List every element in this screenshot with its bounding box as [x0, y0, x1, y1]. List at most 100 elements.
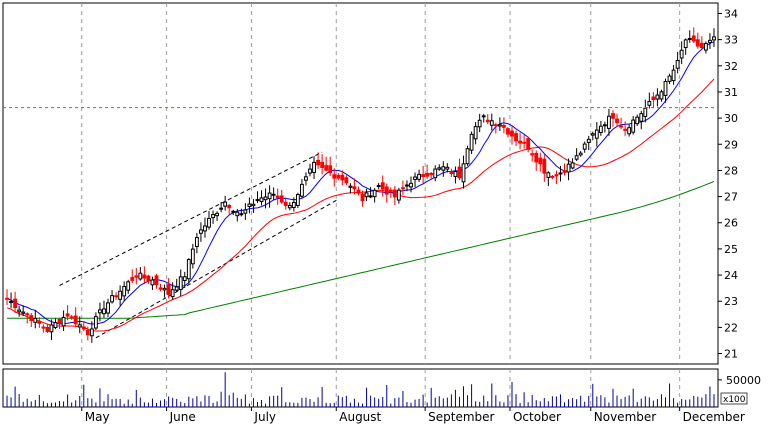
candle-body — [154, 275, 159, 286]
candle-body — [348, 185, 353, 188]
candle — [106, 298, 110, 318]
candle-body — [81, 326, 86, 330]
candle-body — [239, 213, 244, 216]
candle-body — [102, 308, 106, 315]
candle — [384, 183, 389, 203]
candle — [566, 158, 571, 181]
candle — [126, 279, 131, 294]
candle — [53, 318, 58, 330]
candle — [562, 163, 567, 176]
candle-body — [497, 124, 502, 127]
candle — [647, 92, 652, 109]
candle-body — [13, 298, 18, 309]
candle — [271, 187, 276, 201]
candle-body — [619, 125, 623, 128]
candle — [477, 113, 482, 133]
candle — [312, 156, 316, 179]
candle-body — [150, 279, 155, 286]
price-tick-label: 33 — [724, 34, 738, 47]
candle-body — [425, 172, 430, 177]
candle-body — [275, 195, 280, 199]
candle-body — [207, 217, 211, 228]
candle — [578, 151, 583, 157]
candle-body — [392, 189, 397, 198]
candle-body — [566, 163, 571, 173]
candle-body — [138, 272, 143, 280]
volume-bars — [6, 372, 715, 407]
candle — [41, 324, 46, 333]
month-label-december: December — [683, 410, 745, 424]
candle-body — [489, 120, 494, 126]
candle-body — [659, 91, 664, 100]
candle — [81, 321, 86, 332]
candle-body — [473, 126, 478, 140]
candle-body — [352, 186, 357, 190]
price-tick-label: 34 — [724, 7, 738, 20]
candle — [574, 148, 579, 162]
candle-body — [602, 124, 607, 127]
candle — [255, 191, 260, 204]
price-tick-label: 24 — [724, 269, 738, 282]
candle — [304, 172, 308, 186]
candle — [510, 125, 514, 145]
candle — [275, 188, 280, 205]
candle — [73, 307, 78, 328]
candle-body — [295, 194, 300, 206]
candle — [102, 300, 106, 318]
price-tick-label: 26 — [724, 217, 738, 230]
candle — [611, 110, 615, 127]
candle-body — [441, 166, 446, 171]
candle — [85, 326, 90, 341]
candle-body — [65, 313, 70, 317]
candle-body — [372, 189, 377, 198]
candle-body — [126, 281, 131, 291]
candle-body — [510, 130, 514, 137]
candle — [33, 309, 38, 329]
candle — [542, 154, 547, 182]
candle-body — [485, 119, 490, 123]
candle-body — [538, 157, 543, 165]
candle — [429, 171, 434, 179]
candle — [485, 114, 490, 125]
candle — [497, 117, 502, 131]
candle — [368, 186, 373, 199]
candle-body — [635, 116, 640, 125]
candle — [17, 305, 22, 317]
month-label-july: July — [253, 410, 276, 424]
candle-body — [590, 133, 595, 136]
candle-body — [582, 143, 587, 150]
month-label-september: September — [428, 410, 494, 424]
candle — [98, 302, 102, 322]
candle — [77, 316, 82, 334]
candle-body — [146, 275, 151, 282]
candle — [89, 321, 94, 343]
candle — [45, 323, 50, 333]
candle-body — [368, 195, 373, 198]
candle — [231, 209, 236, 216]
candle — [433, 165, 438, 182]
candle — [166, 278, 171, 299]
candle-body — [647, 100, 652, 106]
candle — [328, 156, 333, 177]
candle-body — [73, 315, 78, 325]
candle-body — [679, 49, 684, 59]
candle — [691, 27, 696, 43]
candle — [712, 28, 716, 47]
candle-body — [639, 113, 644, 122]
candle-body — [574, 155, 579, 160]
candle — [287, 202, 292, 211]
candle — [627, 124, 632, 137]
candle — [344, 175, 349, 186]
candle-body — [514, 133, 518, 142]
candle — [623, 121, 628, 136]
candle-body — [77, 324, 82, 328]
candle — [526, 136, 531, 153]
candle — [215, 211, 220, 222]
price-tick-label: 30 — [724, 112, 738, 125]
candle — [174, 278, 179, 293]
candle — [61, 310, 66, 331]
candle-body — [643, 107, 648, 117]
candle — [514, 130, 518, 147]
candle-body — [457, 166, 462, 179]
candle — [130, 269, 135, 284]
